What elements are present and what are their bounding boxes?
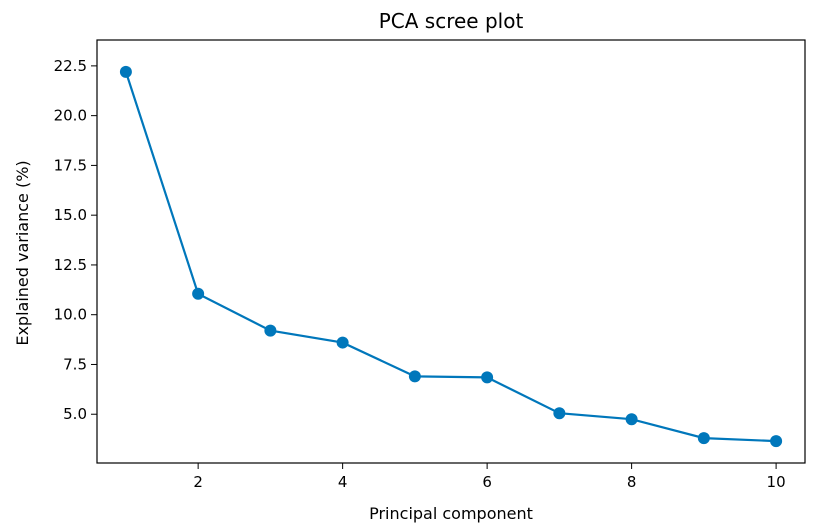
chart-title: PCA scree plot [379,9,524,33]
data-point [119,65,132,78]
data-point [192,287,205,300]
y-tick-label: 22.5 [54,57,87,75]
y-axis-label: Explained variance (%) [13,160,32,345]
data-point [336,336,349,349]
data-point [770,435,783,448]
data-point [625,413,638,426]
x-tick-label: 2 [193,473,203,491]
y-tick-label: 17.5 [54,156,87,174]
data-point [481,371,494,384]
x-tick-label: 8 [627,473,637,491]
y-tick-label: 5.0 [63,405,87,423]
x-axis-label: Principal component [369,504,533,523]
data-point [553,407,566,420]
series-line [124,71,777,443]
y-tick-label: 20.0 [54,107,87,125]
y-tick-label: 12.5 [54,256,87,274]
y-tick-label: 15.0 [54,206,87,224]
y-tick-label: 7.5 [63,355,87,373]
data-point [697,432,710,445]
data-point [408,370,421,383]
data-series [119,65,783,448]
x-tick-label: 10 [767,473,786,491]
axis-ticks: 2 4 6 8 10 5.0 7.5 10.0 12.5 15.0 17.5 20.0 22.5 [54,57,786,491]
plot-frame [96,39,806,464]
data-point [264,324,277,337]
x-tick-label: 6 [482,473,492,491]
x-tick-label: 4 [338,473,348,491]
y-tick-label: 10.0 [54,306,87,324]
